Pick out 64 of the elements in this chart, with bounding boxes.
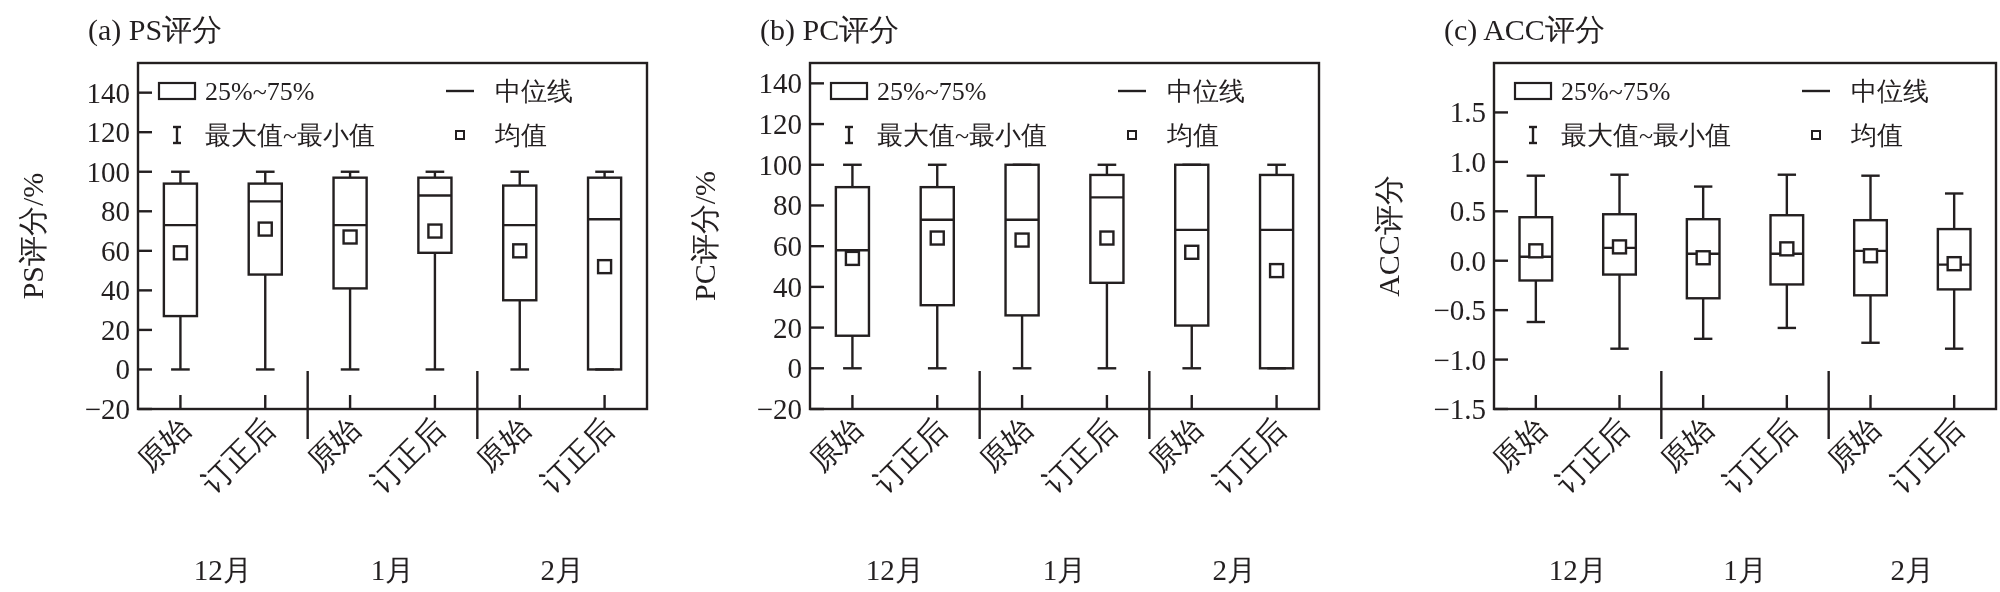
y-tick-label: 100 bbox=[86, 155, 130, 188]
annotation: 25%~75% bbox=[877, 77, 987, 106]
y-tick-label: 20 bbox=[773, 311, 802, 344]
x-tick-label: 订正后 bbox=[1205, 411, 1293, 499]
annotation: 最大值~最小值 bbox=[877, 121, 1048, 150]
text: 1月 bbox=[1042, 554, 1087, 586]
y-tick-label: 120 bbox=[758, 108, 802, 141]
y-tick-label: 0 bbox=[787, 352, 802, 385]
y-tick-label: −20 bbox=[756, 393, 802, 425]
text: 2月 bbox=[1212, 554, 1256, 586]
annotation: 均值 bbox=[1166, 121, 1219, 150]
annotation: 中位线 bbox=[1167, 77, 1245, 106]
y-tick-label: −1.0 bbox=[1433, 343, 1486, 376]
x-tick-label: 原始 bbox=[470, 411, 536, 478]
x-tick-label: 原始 bbox=[802, 411, 869, 478]
y-tick-label: −1.5 bbox=[1433, 393, 1486, 425]
x-tick-label: 原始 bbox=[300, 411, 367, 478]
x-tick-label: 订正后 bbox=[866, 411, 954, 499]
y-tick-label: 0.5 bbox=[1449, 195, 1486, 228]
text: 2月 bbox=[1890, 554, 1935, 586]
y-axis-title: PC评分/% bbox=[688, 170, 721, 302]
annotation: 最大值~最小值 bbox=[1561, 121, 1732, 150]
y-tick-label: 120 bbox=[86, 116, 130, 149]
y-tick-label: 40 bbox=[773, 270, 802, 303]
y-axis-title: ACC评分 bbox=[1372, 175, 1405, 297]
y-axis-title: PS评分/% bbox=[16, 172, 49, 300]
annotation: 25%~75% bbox=[205, 77, 315, 106]
annotation: 最大值~最小值 bbox=[205, 121, 376, 150]
chart-title: (a) PS评分 bbox=[88, 13, 223, 47]
y-tick-label: 1.5 bbox=[1449, 96, 1486, 129]
y-tick-label: 40 bbox=[101, 274, 130, 307]
y-tick-label: −0.5 bbox=[1433, 294, 1486, 327]
text: 12月 bbox=[193, 554, 252, 586]
annotation: 25%~75% bbox=[1561, 77, 1671, 106]
y-tick-label: −20 bbox=[84, 393, 130, 425]
x-tick-label: 订正后 bbox=[364, 411, 452, 499]
annotation: 均值 bbox=[1850, 121, 1903, 150]
x-tick-label: 原始 bbox=[130, 411, 197, 478]
annotation: 中位线 bbox=[495, 77, 573, 106]
x-tick-label: 原始 bbox=[1142, 411, 1208, 478]
chart-title: (b) PC评分 bbox=[760, 13, 900, 47]
text: 2月 bbox=[540, 554, 584, 586]
text: 1月 bbox=[1723, 554, 1767, 586]
chart-title: (c) ACC评分 bbox=[1444, 13, 1605, 47]
y-tick-label: 80 bbox=[773, 189, 802, 222]
y-tick-label: 60 bbox=[773, 230, 802, 263]
y-tick-label: 60 bbox=[101, 234, 130, 267]
y-tick-label: 1.0 bbox=[1449, 145, 1486, 178]
y-tick-label: 0 bbox=[115, 353, 130, 386]
annotation: 均值 bbox=[494, 121, 547, 150]
annotation: 中位线 bbox=[1851, 77, 1929, 106]
x-tick-label: 订正后 bbox=[194, 411, 282, 499]
y-tick-label: 80 bbox=[101, 195, 130, 228]
y-tick-label: 20 bbox=[101, 313, 130, 346]
y-tick-label: 140 bbox=[758, 67, 802, 100]
x-tick-label: 订正后 bbox=[533, 411, 621, 499]
text: 12月 bbox=[865, 554, 924, 586]
y-tick-label: 100 bbox=[758, 148, 802, 181]
x-tick-label: 原始 bbox=[972, 411, 1039, 478]
text: 12月 bbox=[1548, 554, 1607, 586]
text: 1月 bbox=[370, 554, 415, 586]
x-tick-label: 订正后 bbox=[1036, 411, 1124, 499]
y-tick-label: 140 bbox=[86, 76, 130, 109]
y-tick-label: 0.0 bbox=[1449, 244, 1486, 277]
